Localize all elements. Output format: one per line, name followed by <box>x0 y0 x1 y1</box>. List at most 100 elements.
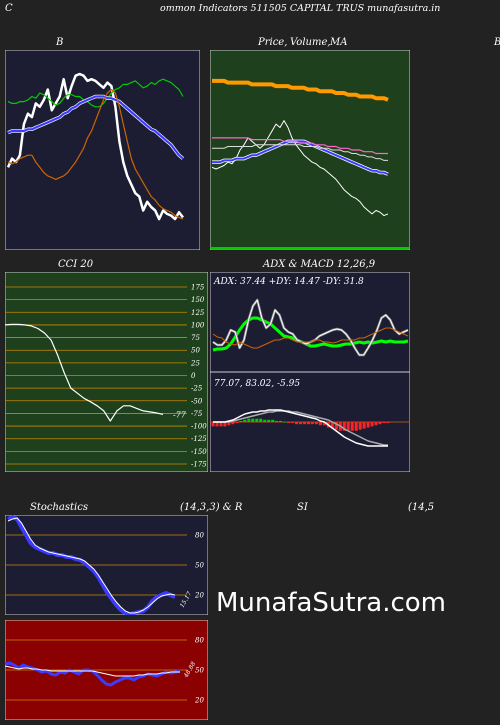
macd-histogram-bar <box>279 420 283 422</box>
macd-histogram-bar <box>322 422 326 426</box>
price-label-2: Volume, <box>290 37 331 48</box>
cci-tick-label: 150 <box>191 296 205 304</box>
macd-histogram-bar <box>307 422 310 425</box>
cci-tick-label: -125 <box>191 435 207 443</box>
price-ma_pink-line <box>212 137 388 155</box>
macd-histogram-bar <box>295 422 298 425</box>
macd-histogram-bar <box>354 422 358 431</box>
right-edge-label: B <box>494 37 500 48</box>
macd-histogram-bar <box>346 422 350 431</box>
bollinger-upper-line <box>7 78 184 108</box>
stoch-params: (14,3,3) & R <box>180 502 243 513</box>
page-title: ommon Indicators 511505 CAPITAL TRUS mun… <box>160 3 441 14</box>
macd-histogram-bar <box>235 422 239 424</box>
macd-histogram-bar <box>370 422 374 427</box>
adx-bg <box>210 272 410 372</box>
cci-tick-label: 0 <box>191 372 196 380</box>
macd-histogram-bar <box>291 422 294 424</box>
price-label-3: MA <box>330 37 348 48</box>
bollinger-middle-line <box>7 95 184 160</box>
cci-tick-label: -75 <box>191 410 203 418</box>
cci-panel: 175 150 125 100 75 50 25 0 -25 -50 -75 -100 -125 -150… <box>5 272 208 472</box>
adx-values-text: ADX: 37.44 +DY: 14.47 -DY: 31.8 <box>213 277 364 287</box>
macd-histogram-bar <box>299 422 302 425</box>
macd-histogram-bar <box>219 422 223 427</box>
macd-histogram-bar <box>231 422 235 425</box>
cci-last-value: -77 <box>173 410 187 419</box>
macd-histogram-bar <box>310 422 314 425</box>
macd-histogram-bar <box>350 422 354 431</box>
price-chart <box>210 50 410 250</box>
macd-histogram-bar <box>255 418 259 422</box>
price-panel <box>210 50 410 250</box>
stoch-panel: 80 50 20 15.17 <box>5 515 208 615</box>
bollinger-panel <box>5 50 200 250</box>
macd-line <box>213 409 388 447</box>
rsi-ma-line <box>5 665 180 677</box>
bollinger-lower-line <box>7 88 184 220</box>
macd-histogram-bar <box>239 420 243 422</box>
rsi-panel: 80 50 20 48.88 <box>5 620 208 720</box>
bollinger-chart <box>5 50 200 250</box>
macd-histogram-bar <box>334 422 338 430</box>
stoch-d-line <box>7 517 176 614</box>
macd-chart: 77.07, 83.02, -5.95 <box>210 372 410 472</box>
bollinger-price-line <box>6 72 184 221</box>
cci-bg <box>5 272 208 472</box>
price-ma_white-line <box>212 144 388 161</box>
adx-chart: ADX: 37.44 +DY: 14.47 -DY: 31.8 <box>210 272 410 372</box>
macd-histogram-bar <box>378 422 382 425</box>
price-price-line <box>211 120 389 217</box>
stoch-tick-label: 50 <box>195 562 204 570</box>
rsi-params: (14,5 <box>408 502 435 513</box>
macd-histogram-bar <box>223 422 227 427</box>
macd-histogram-bar <box>366 422 370 428</box>
macd-histogram-bar <box>314 422 318 425</box>
watermark: MunafaSutra.com <box>216 588 447 618</box>
macd-histogram-bar <box>342 422 346 431</box>
cci-tick-label: 100 <box>191 321 205 329</box>
macd-histogram-bar <box>215 422 219 427</box>
macd-signal-line <box>213 410 388 446</box>
cci-tick-label: 125 <box>191 309 205 317</box>
bollinger-label: B <box>56 37 64 48</box>
bollinger-bg <box>5 50 200 250</box>
macd-histogram-bar <box>247 418 251 422</box>
macd-histogram-bar <box>318 422 322 426</box>
macd-histogram-bar <box>382 422 386 424</box>
macd-panel: 77.07, 83.02, -5.95 <box>210 372 410 472</box>
adx-label: ADX & MACD 12,26,9 <box>263 259 376 270</box>
cci-tick-label: -25 <box>191 385 203 393</box>
macd-histogram-bar <box>358 422 362 430</box>
header-c: C <box>5 3 13 14</box>
rsi-tick-label: 50 <box>195 667 204 675</box>
rsi-tick-label: 80 <box>195 637 204 645</box>
macd-histogram-bar <box>251 418 255 422</box>
cci-line <box>5 323 164 422</box>
macd-histogram-bar <box>283 422 287 423</box>
macd-histogram-bar <box>259 418 263 422</box>
adx-panel: ADX: 37.44 +DY: 14.47 -DY: 31.8 <box>210 272 410 372</box>
stoch-label: Stochastics <box>30 502 88 513</box>
macd-histogram-bar <box>267 419 271 422</box>
macd-histogram-bar <box>362 422 366 429</box>
cci-label: CCI 20 <box>58 259 94 270</box>
rsi-tick-label: 20 <box>194 697 204 705</box>
macd-histogram-bar <box>271 419 275 422</box>
macd-histogram-bar <box>303 422 306 425</box>
macd-histogram-bar <box>386 422 390 424</box>
macd-histogram-bar <box>330 422 334 429</box>
adx-minus_dy-line <box>212 327 409 349</box>
price-label-1: Price, <box>258 37 288 48</box>
cci-tick-label: 50 <box>191 347 200 355</box>
rsi-label: SI <box>297 502 308 513</box>
macd-histogram-bar <box>374 422 378 426</box>
cci-tick-label: -175 <box>191 461 207 469</box>
cci-tick-label: 175 <box>191 284 205 292</box>
macd-histogram-bar <box>287 422 291 424</box>
cci-tick-label: 25 <box>190 359 200 367</box>
macd-histogram-bar <box>243 419 247 422</box>
macd-histogram-bar <box>263 419 267 422</box>
